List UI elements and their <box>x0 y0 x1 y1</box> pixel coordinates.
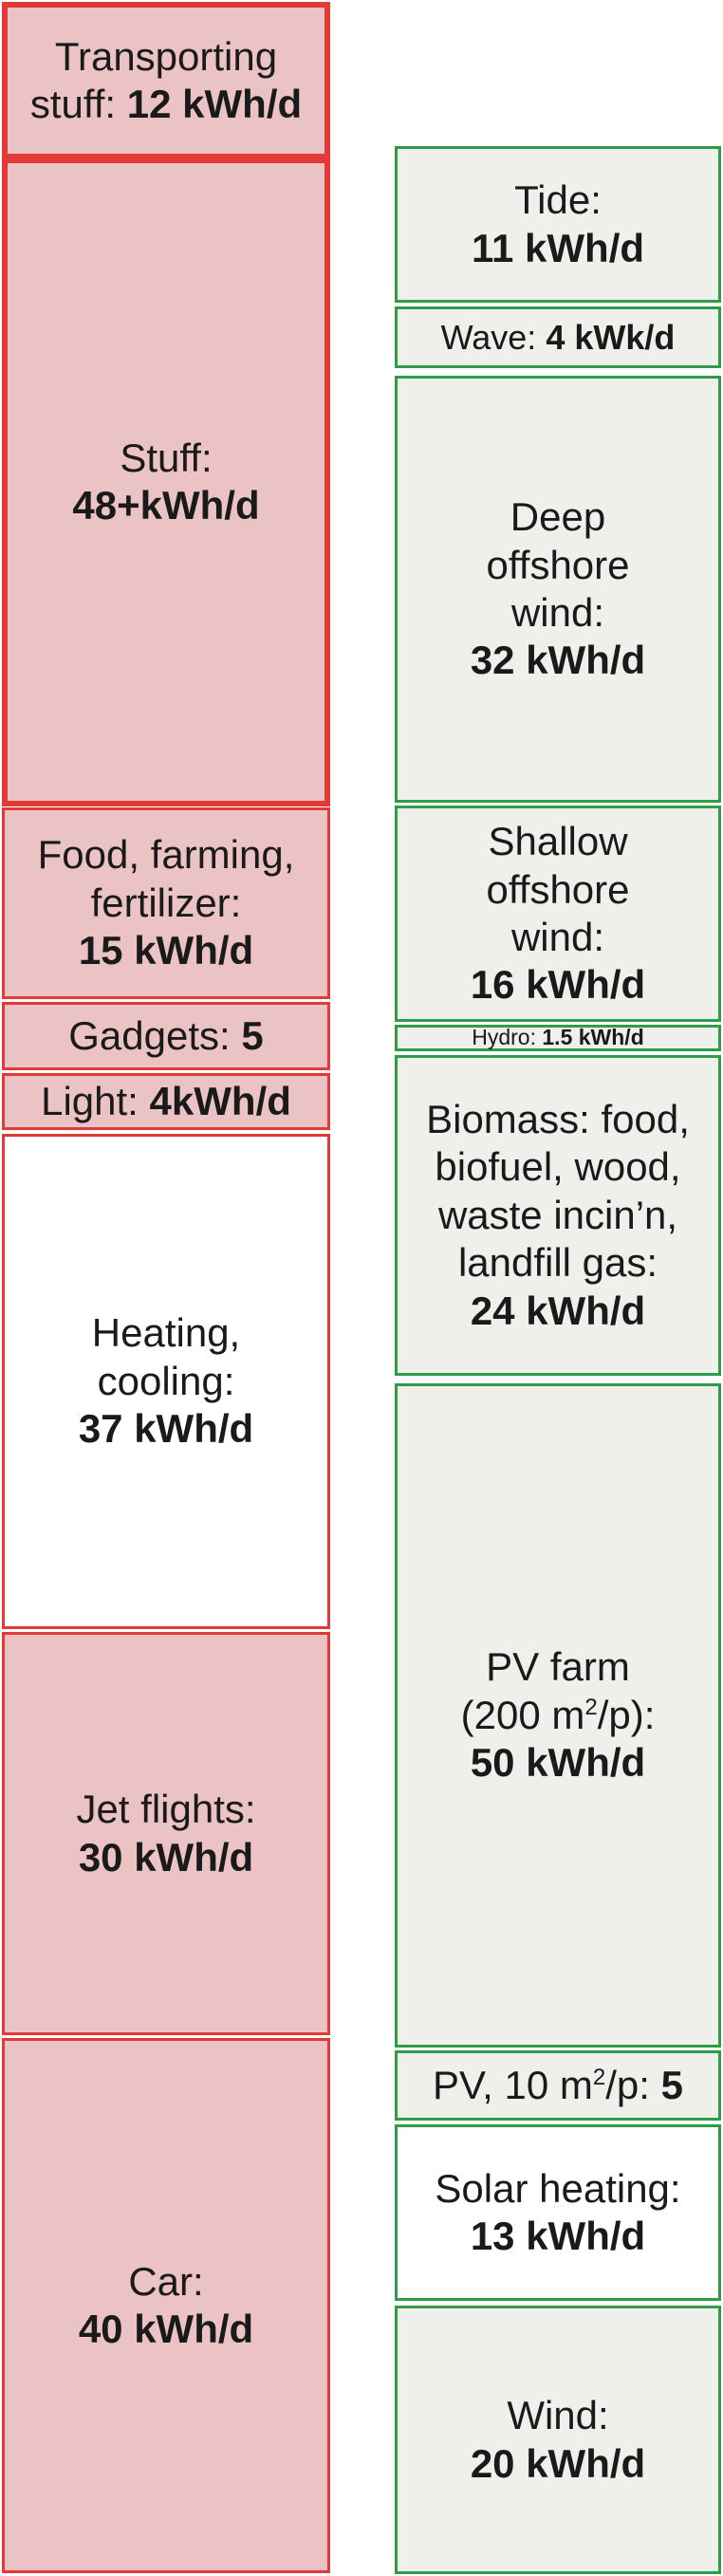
stuff-value: 48+kWh/d <box>72 483 260 528</box>
hydro-value: 1.5 kWh/d <box>542 1025 644 1050</box>
gadgets-box: Gadgets: 5 <box>2 1002 330 1070</box>
pv-farm-value: 50 kWh/d <box>470 1740 646 1786</box>
deep-offshore-wind-value: 32 kWh/d <box>470 638 646 683</box>
food-box: Food, farming, fertilizer: 15 kWh/d <box>2 807 330 999</box>
jet-flights-label: Jet flights: <box>76 1787 256 1832</box>
pv-roof-box: PV, 10 m2/p: 5 <box>395 2050 721 2121</box>
wave-box: Wave: 4 kWk/d <box>395 306 721 368</box>
shallow-offshore-wind-value: 16 kWh/d <box>470 962 646 1008</box>
shallow-offshore-wind-label: Shallow offshore wind: <box>486 819 630 959</box>
hydro-box: Hydro: 1.5 kWh/d <box>395 1025 721 1051</box>
pv-farm-area: (200 m2/p): <box>460 1692 656 1737</box>
heating-label: Heating, cooling: <box>91 1310 241 1403</box>
solar-heating-label: Solar heating: <box>435 2165 681 2211</box>
gadgets-value: 5 <box>241 1012 264 1058</box>
solar-heating-box: Solar heating: 13 kWh/d <box>395 2124 721 2301</box>
jet-flights-box: Jet flights: 30 kWh/d <box>2 1632 330 2035</box>
light-box: Light: 4kWh/d <box>2 1073 330 1130</box>
hydro-label: Hydro: <box>472 1025 536 1050</box>
tide-label: Tide: <box>514 177 602 223</box>
deep-offshore-wind-box: Deep offshore wind: 32 kWh/d <box>395 376 721 803</box>
pv-farm-label: PV farm <box>486 1644 630 1690</box>
transporting-stuff-label: Transporting <box>54 33 278 79</box>
hydro-line: Hydro: 1.5 kWh/d <box>472 1025 644 1051</box>
light-label: Light: <box>41 1078 139 1123</box>
biomass-box: Biomass: food, biofuel, wood, waste inci… <box>395 1055 721 1376</box>
stuff-label: Stuff: <box>120 435 213 480</box>
food-value: 15 kWh/d <box>78 928 254 973</box>
deep-offshore-wind-label: Deep offshore wind: <box>486 494 630 635</box>
gadgets-line: Gadgets: 5 <box>68 1012 263 1060</box>
tide-value: 11 kWh/d <box>471 225 645 270</box>
pv-roof-value: 5 <box>660 2062 683 2107</box>
biomass-value: 24 kWh/d <box>470 1288 646 1333</box>
car-value: 40 kWh/d <box>78 2307 254 2351</box>
wave-line: Wave: 4 kWk/d <box>441 317 676 358</box>
car-box: Car: 40 kWh/d <box>2 2038 330 2573</box>
solar-heating-value: 13 kWh/d <box>470 2214 646 2258</box>
wind-value: 20 kWh/d <box>470 2440 646 2486</box>
shallow-offshore-wind-box: Shallow offshore wind: 16 kWh/d <box>395 806 721 1022</box>
transporting-stuff-line2: stuff: 12 kWh/d <box>29 82 303 126</box>
gadgets-label: Gadgets: <box>68 1012 231 1058</box>
pv-roof-line: PV, 10 m2/p: 5 <box>433 2062 683 2107</box>
heating-value: 37 kWh/d <box>78 1406 254 1452</box>
biomass-label: Biomass: food, biofuel, wood, waste inci… <box>426 1097 690 1286</box>
pv-farm-box: PV farm (200 m2/p): 50 kWh/d <box>395 1383 721 2048</box>
transporting-stuff-value: 12 kWh/d <box>126 82 303 126</box>
wind-label: Wind: <box>507 2393 609 2438</box>
stuff-box: Stuff: 48+kWh/d <box>2 158 330 806</box>
jet-flights-value: 30 kWh/d <box>78 1834 254 1880</box>
wave-value: 4 kWk/d <box>546 317 676 357</box>
wave-label: Wave: <box>440 317 537 357</box>
food-label: Food, farming, fertilizer: <box>37 832 295 925</box>
heating-box: Heating, cooling: 37 kWh/d <box>2 1134 330 1629</box>
transporting-stuff-box: Transporting stuff: 12 kWh/d <box>2 2 330 159</box>
car-label: Car: <box>128 2258 204 2304</box>
tide-box: Tide: 11 kWh/d <box>395 146 721 303</box>
light-value: 4kWh/d <box>149 1078 291 1123</box>
wind-box: Wind: 20 kWh/d <box>395 2306 721 2574</box>
light-line: Light: 4kWh/d <box>41 1078 291 1125</box>
